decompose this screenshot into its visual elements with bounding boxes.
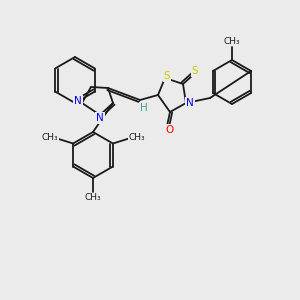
Text: N: N bbox=[186, 98, 194, 108]
Text: O: O bbox=[165, 125, 173, 135]
Text: S: S bbox=[192, 66, 198, 76]
Text: N: N bbox=[96, 113, 104, 123]
Text: CH₃: CH₃ bbox=[42, 133, 58, 142]
Text: CH₃: CH₃ bbox=[85, 194, 101, 202]
Text: H: H bbox=[140, 103, 148, 113]
Text: CH₃: CH₃ bbox=[224, 37, 240, 46]
Text: S: S bbox=[164, 71, 170, 81]
Text: CH₃: CH₃ bbox=[129, 133, 145, 142]
Text: N: N bbox=[74, 96, 82, 106]
